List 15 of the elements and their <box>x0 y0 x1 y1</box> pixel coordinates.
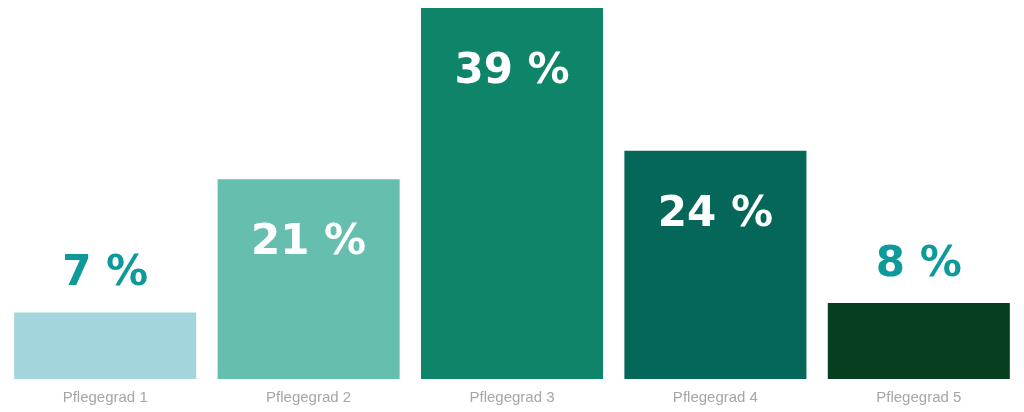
bar <box>827 302 1010 379</box>
x-tick-label: Pflegegrad 4 <box>672 387 758 405</box>
bar <box>14 312 197 379</box>
data-label: 7 % <box>62 246 149 296</box>
x-tick-label: Pflegegrad 1 <box>62 387 148 405</box>
data-label: 8 % <box>875 236 962 286</box>
data-label: 21 % <box>251 215 367 265</box>
x-tick-label: Pflegegrad 5 <box>876 387 962 405</box>
bar <box>420 8 604 379</box>
data-label: 39 % <box>454 44 570 93</box>
x-tick-label: Pflegegrad 2 <box>266 387 352 405</box>
x-tick-label: Pflegegrad 3 <box>469 387 555 405</box>
bar <box>217 179 400 379</box>
data-label: 24 % <box>657 186 773 236</box>
bar <box>624 150 807 379</box>
